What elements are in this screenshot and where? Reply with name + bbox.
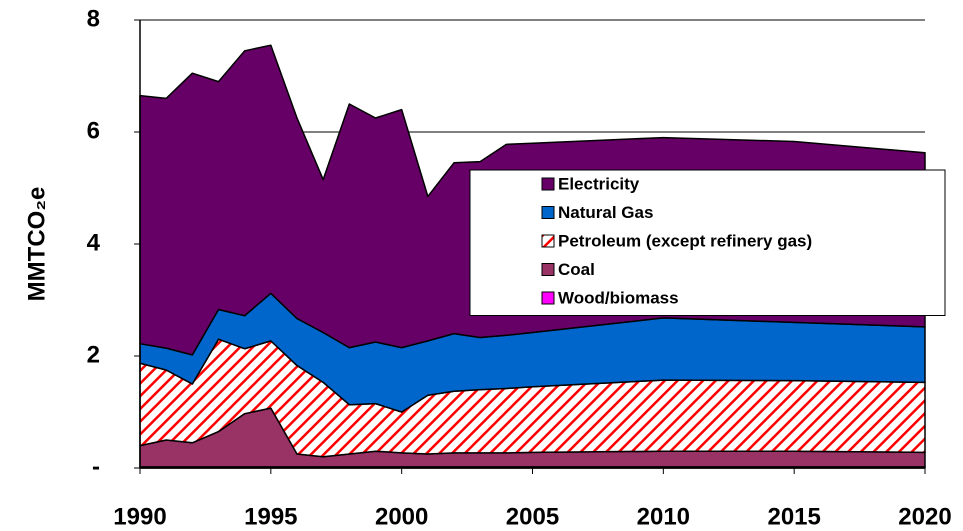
y-tick-label: 8 <box>87 5 100 32</box>
x-tick-label: 2005 <box>506 503 559 530</box>
legend-swatch <box>541 291 555 305</box>
x-tick-label: 1995 <box>244 503 297 530</box>
legend-label: Coal <box>558 260 595 279</box>
legend-swatch <box>541 234 555 248</box>
x-tick-label: 1990 <box>113 503 166 530</box>
legend-swatch <box>541 206 555 219</box>
legend-label: Wood/biomass <box>558 288 679 307</box>
x-tick-label: 2015 <box>767 503 820 530</box>
x-tick-label: 2000 <box>375 503 428 530</box>
legend-label: Electricity <box>558 174 640 193</box>
legend-label: Petroleum (except refinery gas) <box>558 231 812 250</box>
y-tick-label: 4 <box>87 229 101 256</box>
legend-label: Natural Gas <box>558 203 653 222</box>
legend-swatch <box>541 177 555 191</box>
y-axis-label: MMTCO₂e <box>23 187 50 302</box>
y-tick-label: 6 <box>87 117 100 144</box>
x-tick-label: 2020 <box>898 503 951 530</box>
y-tick-label: - <box>92 453 100 480</box>
legend-swatch <box>541 263 555 276</box>
y-tick-label: 2 <box>87 341 100 368</box>
x-tick-label: 2010 <box>637 503 690 530</box>
